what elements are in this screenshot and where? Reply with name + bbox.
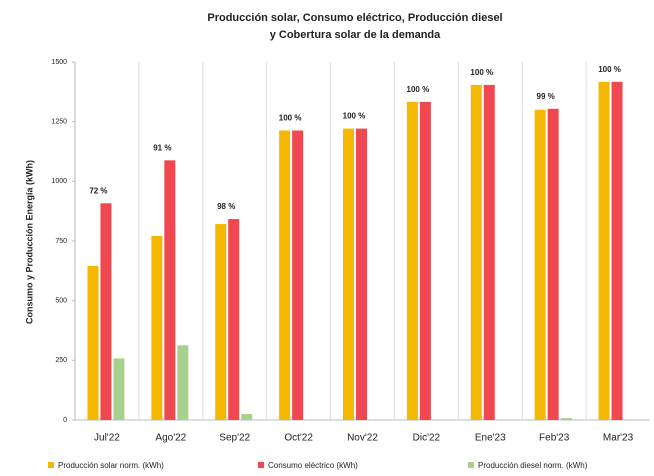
legend-swatch xyxy=(48,462,54,468)
legend-label: Consumo eléctrico (kWh) xyxy=(268,461,358,470)
coverage-label: 100 % xyxy=(470,68,493,77)
x-tick-label: Mar'23 xyxy=(603,433,634,444)
bar xyxy=(241,414,253,420)
coverage-label: 72 % xyxy=(89,186,107,195)
bar xyxy=(292,130,304,421)
x-tick-label: Ago'22 xyxy=(155,433,186,444)
bar xyxy=(547,108,559,421)
bar xyxy=(151,235,163,420)
coverage-label: 100 % xyxy=(343,112,366,121)
x-tick-label: Feb'23 xyxy=(539,433,570,444)
y-tick-label: 1000 xyxy=(51,178,67,185)
y-axis-label: Consumo y Producción Energía (kWh) xyxy=(24,160,34,324)
bar xyxy=(356,128,367,420)
coverage-label: 91 % xyxy=(153,143,171,152)
y-tick-label: 1500 xyxy=(51,59,67,66)
legend-swatch xyxy=(258,462,264,468)
x-tick-label: Oct'22 xyxy=(284,433,313,444)
coverage-label: 100 % xyxy=(407,85,430,94)
bar xyxy=(419,101,431,420)
x-tick-label: Sep'22 xyxy=(219,433,250,444)
x-tick-label: Dic'22 xyxy=(413,433,441,444)
y-tick-label: 500 xyxy=(55,298,67,305)
bar xyxy=(215,224,227,420)
coverage-label: 100 % xyxy=(279,114,302,123)
coverage-label: 100 % xyxy=(598,65,621,74)
bar xyxy=(87,265,99,420)
bar xyxy=(113,358,125,420)
coverage-label: 98 % xyxy=(217,202,235,211)
bar xyxy=(228,219,240,420)
x-tick-label: Ene'23 xyxy=(475,433,506,444)
bar xyxy=(343,128,354,420)
x-tick-label: Jul'22 xyxy=(94,433,120,444)
bar xyxy=(534,109,546,420)
chart-title: y Cobertura solar de la demanda xyxy=(270,29,441,41)
chart-title: Producción solar, Consumo eléctrico, Pro… xyxy=(207,12,502,24)
coverage-label: 99 % xyxy=(537,92,555,101)
y-tick-label: 750 xyxy=(55,238,67,245)
bar xyxy=(100,203,112,420)
x-tick-label: Nov'22 xyxy=(347,433,378,444)
bar xyxy=(560,418,572,420)
legend-label: Producción diesel norm. (kWh) xyxy=(478,461,588,470)
legend-swatch xyxy=(468,462,474,468)
legend-label: Producción solar norm. (kWh) xyxy=(58,461,164,470)
bar xyxy=(611,81,623,421)
bar xyxy=(406,101,418,420)
y-tick-label: 250 xyxy=(55,357,67,364)
bar xyxy=(483,84,495,421)
bar xyxy=(598,81,610,421)
bar xyxy=(279,130,291,421)
y-tick-label: 1250 xyxy=(51,119,67,126)
bar xyxy=(470,84,482,421)
bar xyxy=(164,160,176,420)
bar xyxy=(177,345,189,420)
y-tick-label: 0 xyxy=(63,417,67,424)
